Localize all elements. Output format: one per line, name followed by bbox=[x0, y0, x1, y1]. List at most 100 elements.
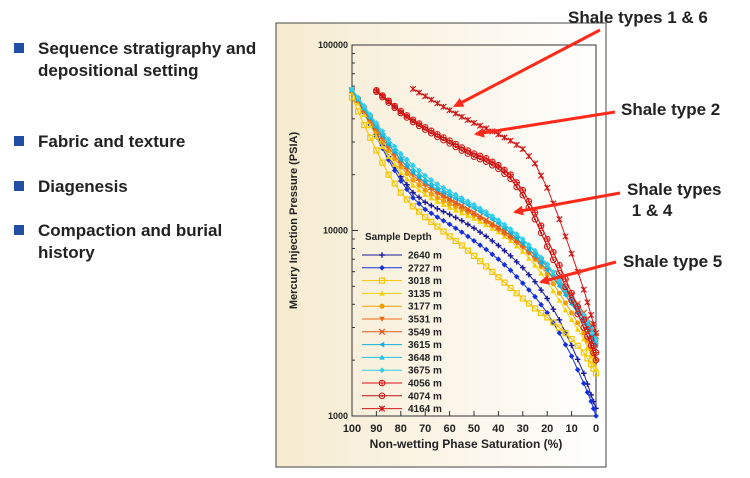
data-point bbox=[418, 124, 421, 127]
data-point bbox=[422, 172, 428, 179]
data-point bbox=[405, 116, 408, 119]
x-tick-label: 90 bbox=[370, 423, 382, 435]
data-point bbox=[513, 273, 520, 280]
data-point bbox=[538, 260, 544, 266]
data-point bbox=[422, 175, 428, 182]
data-point bbox=[434, 133, 441, 141]
data-point bbox=[558, 271, 561, 275]
legend-title: Sample Depth bbox=[365, 232, 432, 243]
data-point bbox=[378, 277, 386, 284]
data-point bbox=[397, 109, 405, 117]
data-point bbox=[489, 238, 496, 244]
data-point bbox=[495, 242, 502, 249]
data-point bbox=[587, 311, 595, 319]
data-point bbox=[460, 149, 463, 152]
data-point bbox=[434, 198, 441, 204]
bullet-text: Fabric and texture bbox=[38, 132, 186, 151]
data-point bbox=[590, 344, 593, 347]
data-point bbox=[428, 176, 435, 183]
data-point bbox=[404, 181, 410, 188]
legend-entry: 4164 m bbox=[362, 404, 442, 415]
y-axis-label: Mercury Injection Pressure (PSIA) bbox=[288, 132, 300, 310]
data-point bbox=[452, 143, 460, 151]
data-point bbox=[409, 118, 417, 126]
data-point bbox=[422, 92, 429, 100]
square-bullet-icon bbox=[14, 181, 24, 191]
data-point bbox=[550, 306, 557, 312]
data-point bbox=[477, 218, 483, 225]
data-point bbox=[513, 243, 520, 249]
data-point bbox=[436, 135, 439, 138]
data-point bbox=[430, 132, 433, 135]
data-point bbox=[428, 96, 435, 103]
legend-entry: 4074 m bbox=[362, 391, 442, 402]
data-point bbox=[373, 147, 380, 154]
data-point bbox=[482, 158, 490, 165]
x-tick-label: 80 bbox=[395, 423, 407, 435]
bullet-text: Sequence stratigraphy and depositional s… bbox=[38, 39, 257, 80]
data-point bbox=[590, 320, 597, 328]
data-point bbox=[556, 290, 563, 296]
data-point bbox=[416, 200, 422, 207]
data-point bbox=[440, 198, 447, 204]
data-point bbox=[385, 171, 392, 178]
x-tick-label: 30 bbox=[517, 423, 529, 435]
data-point bbox=[519, 191, 527, 199]
data-point bbox=[416, 187, 422, 193]
annotation-shale-type-2: Shale type 2 bbox=[621, 100, 721, 119]
data-point bbox=[513, 141, 520, 149]
data-point bbox=[391, 180, 398, 187]
data-point bbox=[501, 167, 508, 173]
x-tick-label: 70 bbox=[419, 423, 431, 435]
data-point bbox=[575, 320, 581, 326]
data-point bbox=[415, 122, 423, 130]
data-point bbox=[446, 233, 453, 240]
data-point bbox=[355, 94, 361, 101]
data-point bbox=[489, 213, 496, 219]
data-point bbox=[471, 215, 477, 221]
data-point bbox=[379, 159, 386, 166]
data-point bbox=[544, 295, 550, 302]
data-point bbox=[574, 356, 581, 363]
data-point bbox=[446, 211, 453, 218]
data-point bbox=[361, 121, 368, 129]
data-point bbox=[485, 160, 488, 163]
data-point bbox=[446, 188, 453, 194]
data-point bbox=[556, 283, 562, 290]
data-point bbox=[459, 229, 465, 235]
data-point bbox=[387, 101, 390, 104]
data-point bbox=[483, 263, 490, 270]
data-point bbox=[507, 253, 514, 259]
series-3018-m bbox=[348, 94, 600, 377]
data-point bbox=[379, 341, 385, 348]
data-point bbox=[556, 277, 563, 283]
data-point bbox=[440, 184, 447, 191]
data-point bbox=[379, 367, 385, 373]
data-point bbox=[464, 150, 472, 157]
data-point bbox=[428, 202, 435, 209]
data-point bbox=[477, 242, 483, 248]
data-point bbox=[593, 336, 599, 342]
series-3675-m bbox=[349, 86, 599, 342]
data-point bbox=[434, 100, 441, 107]
data-point bbox=[562, 233, 569, 240]
data-point bbox=[434, 195, 440, 201]
legend-label: 3648 m bbox=[408, 353, 442, 364]
data-point bbox=[581, 380, 587, 387]
data-point bbox=[410, 189, 416, 196]
data-point bbox=[538, 301, 544, 308]
data-point bbox=[544, 267, 550, 274]
x-axis-label: Non-wetting Phase Saturation (%) bbox=[370, 437, 563, 451]
data-point bbox=[416, 182, 422, 188]
data-point bbox=[476, 155, 484, 163]
data-point bbox=[452, 237, 459, 245]
data-point bbox=[410, 166, 416, 172]
data-point bbox=[507, 137, 514, 144]
data-point bbox=[440, 208, 447, 215]
data-point bbox=[409, 85, 417, 93]
legend-label: 2640 m bbox=[408, 251, 442, 262]
data-point bbox=[471, 225, 477, 231]
data-point bbox=[477, 205, 483, 212]
data-point bbox=[587, 342, 595, 349]
data-point bbox=[422, 191, 428, 197]
